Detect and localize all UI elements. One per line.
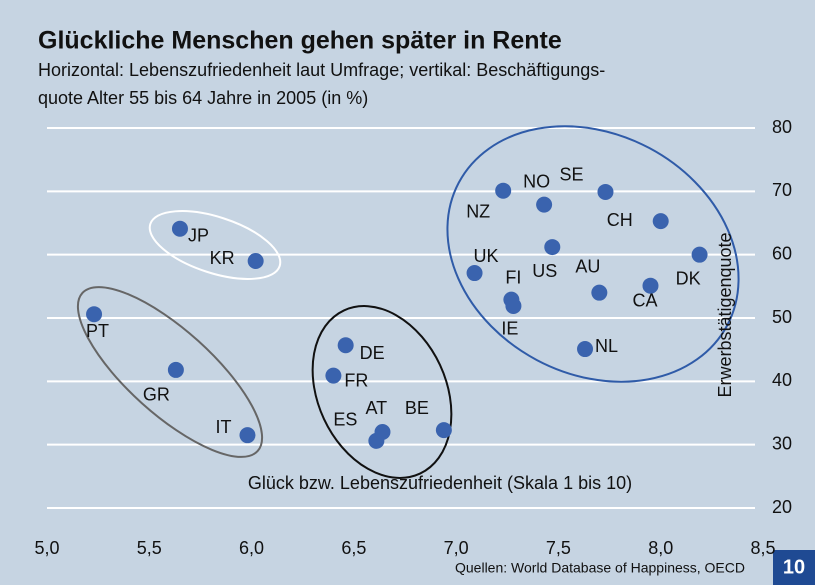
point-label: ES: [333, 410, 357, 430]
point: [171, 220, 188, 237]
page-number: 10: [783, 556, 805, 578]
point: [167, 361, 184, 378]
source: Quellen: World Database of Happiness, OE…: [455, 560, 745, 576]
subtitle: Horizontal: Lebenszufriedenheit laut Umf…: [38, 60, 605, 80]
point: [544, 239, 561, 256]
y-tick-label: 40: [772, 370, 792, 390]
point: [374, 424, 391, 440]
point: [86, 306, 103, 323]
point: [691, 246, 708, 263]
x-tick-label: 5,5: [137, 538, 162, 558]
chart-title: Glückliche Menschen gehen später in Rent…: [38, 27, 562, 55]
point-label: DE: [360, 343, 385, 363]
x-tick-label: 8,0: [648, 538, 673, 558]
point: [591, 284, 608, 301]
point-label: CH: [607, 210, 633, 230]
x-tick-label: 7,5: [546, 538, 571, 558]
point: [435, 422, 452, 439]
point: [652, 213, 669, 230]
point-label: CA: [632, 290, 657, 310]
y-tick-label: 30: [772, 433, 792, 453]
point-label: PT: [86, 321, 109, 341]
point: [325, 367, 342, 384]
point-label: NZ: [466, 201, 490, 221]
point-label: DK: [676, 268, 701, 288]
group-ellipse: [446, 125, 740, 383]
y-tick-label: 20: [772, 497, 792, 517]
point: [337, 337, 354, 354]
point: [239, 427, 256, 444]
point-label: NO: [523, 171, 550, 191]
point-label: FR: [344, 370, 368, 390]
point: [577, 341, 594, 358]
point-label: GR: [143, 385, 170, 405]
point: [642, 277, 659, 294]
point-label: AT: [365, 398, 387, 418]
group-ellipse: [148, 210, 282, 280]
y-tick-label: 70: [772, 180, 792, 200]
point-label: IE: [501, 319, 518, 339]
point-label: SE: [559, 165, 583, 185]
group-ellipse: [76, 286, 264, 458]
point-label: AU: [575, 256, 600, 276]
x-tick-label: 6,0: [239, 538, 264, 558]
point: [597, 183, 614, 200]
subtitle: quote Alter 55 bis 64 Jahre in 2005 (in …: [38, 88, 368, 108]
y-tick-label: 80: [772, 117, 792, 137]
point-label: IT: [215, 417, 231, 437]
point: [495, 182, 512, 199]
point: [247, 253, 264, 269]
x-tick-label: 6,5: [341, 538, 366, 558]
point: [536, 196, 553, 213]
y-tick-label: 50: [772, 307, 792, 327]
point: [466, 265, 483, 282]
x-tick-label: 7,0: [444, 538, 469, 558]
x-tick-label: 8,5: [750, 538, 775, 558]
point: [505, 297, 522, 314]
group-ellipse: [311, 305, 453, 479]
x-tick-label: 5,0: [34, 538, 59, 558]
point-label: JP: [188, 225, 209, 245]
point-label: BE: [405, 398, 429, 418]
point-label: NL: [595, 336, 618, 356]
y-tick-label: 60: [772, 243, 792, 263]
point-label: FI: [505, 267, 521, 287]
x-axis-label: Glück bzw. Lebenszufriedenheit (Skala 1 …: [248, 473, 632, 493]
y-axis-label: Erwerbstätigenquote: [715, 232, 735, 397]
point-label: KR: [210, 248, 235, 268]
point-label: US: [532, 261, 557, 281]
page-number-box: [773, 550, 815, 585]
point-label: UK: [474, 246, 499, 266]
